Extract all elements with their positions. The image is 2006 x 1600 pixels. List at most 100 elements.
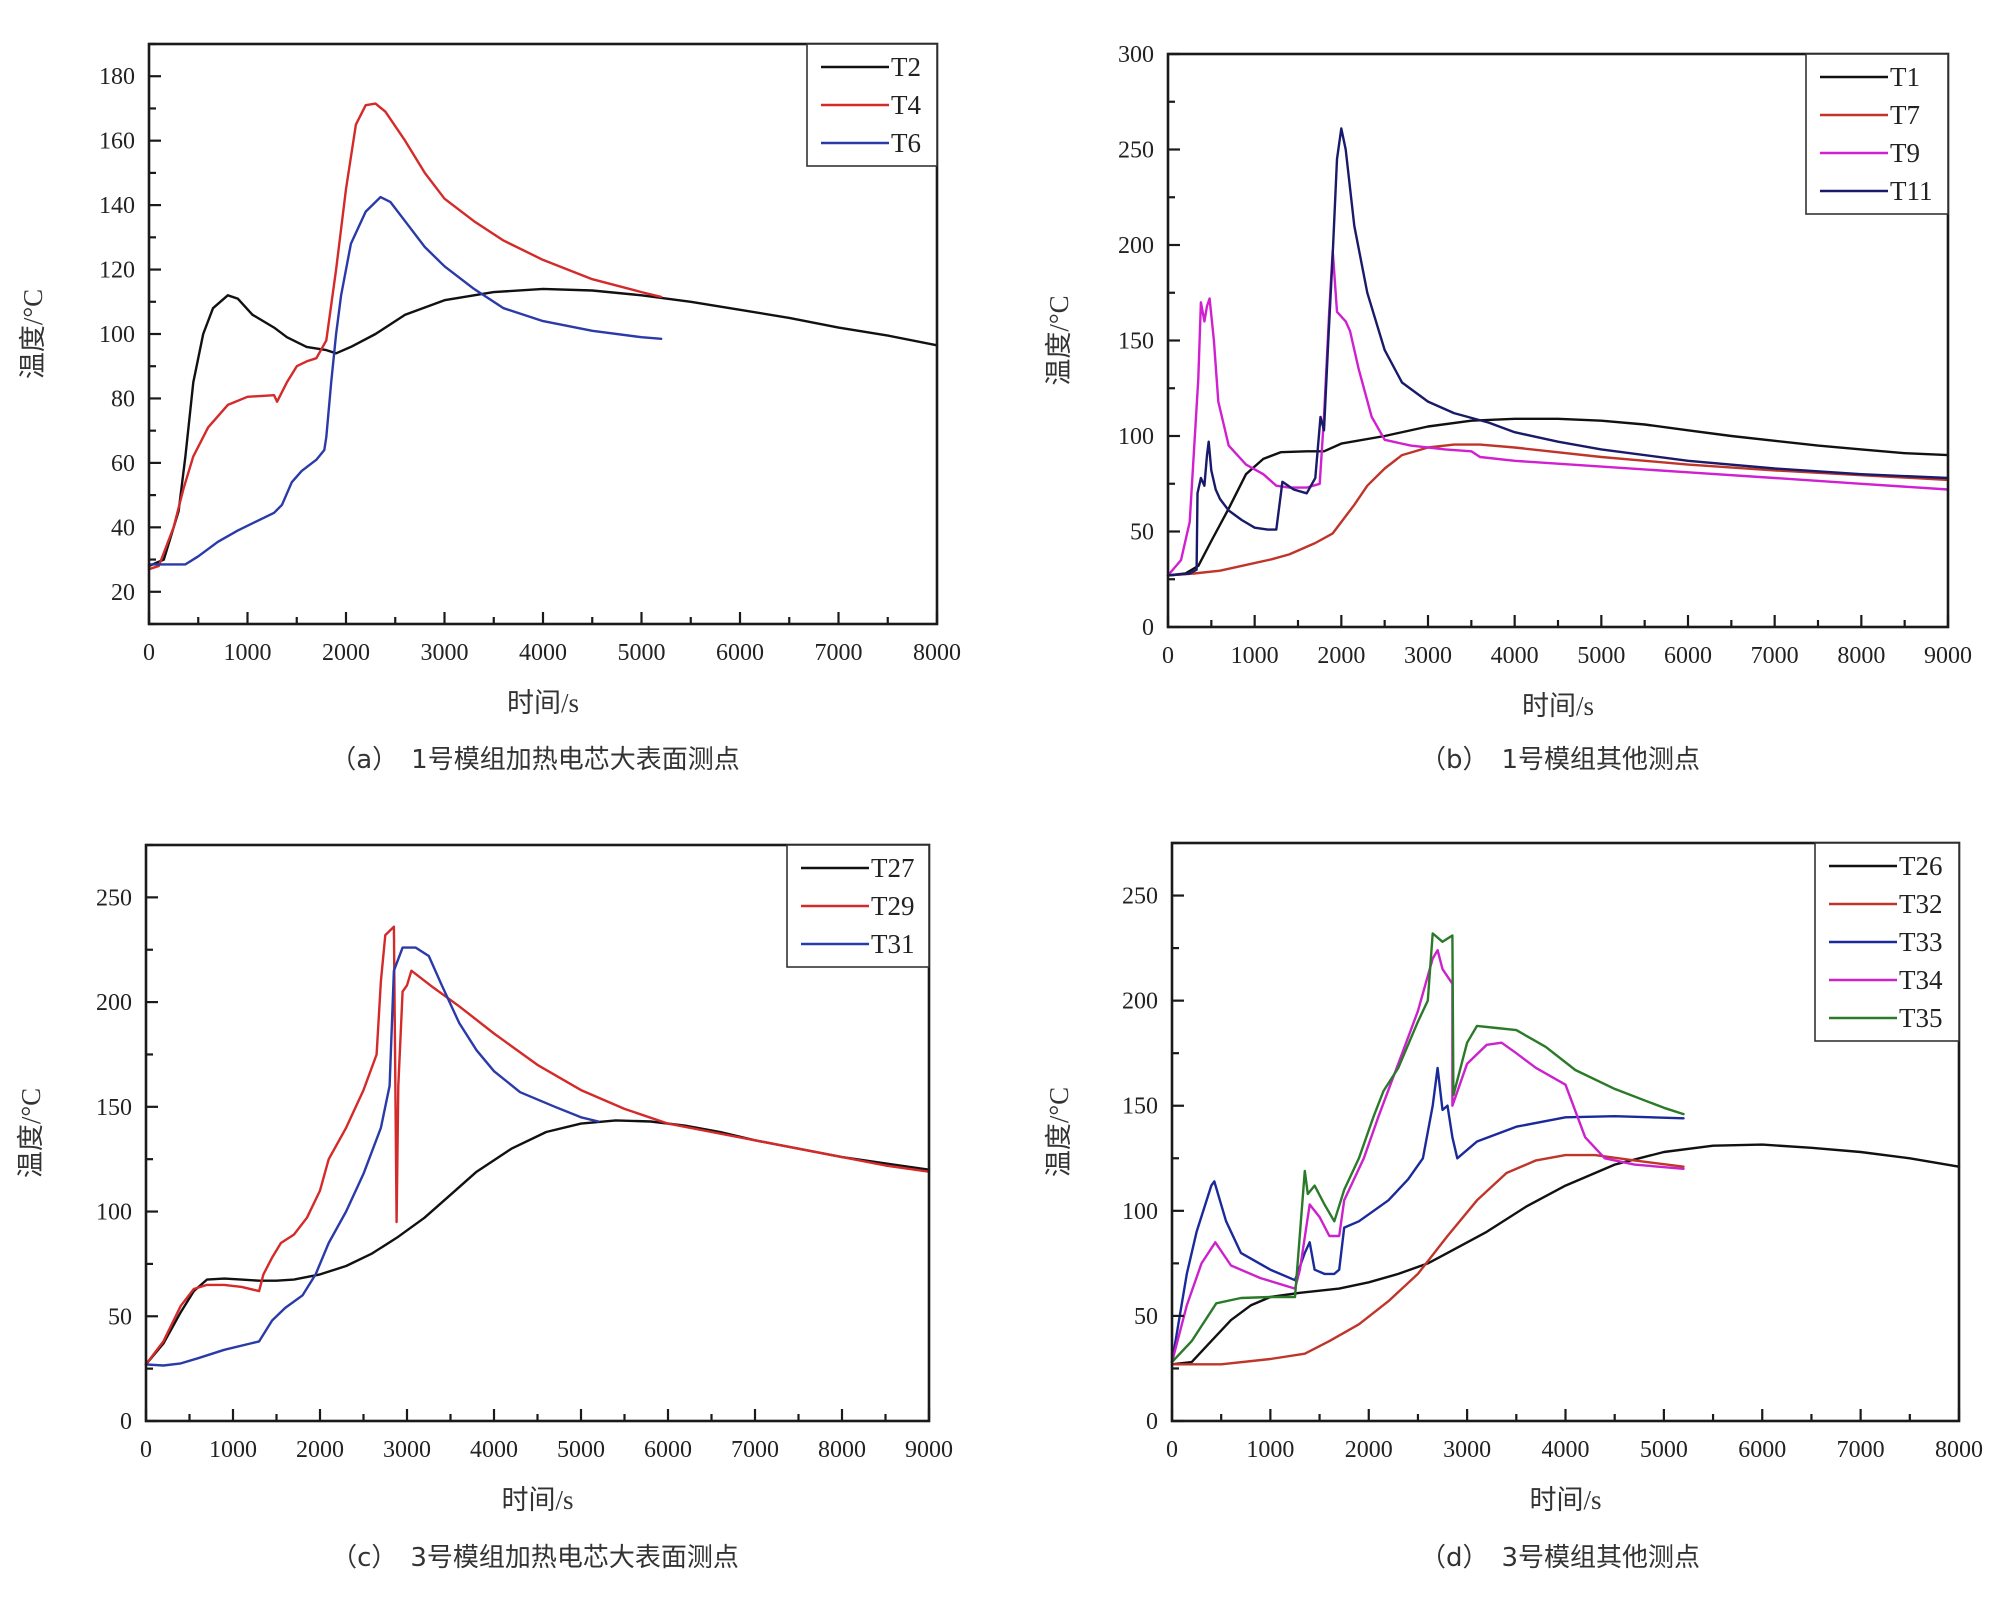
figure-caption: （b） 1号模组其他测点 bbox=[1420, 745, 1700, 775]
legend-item-t31: T31 bbox=[801, 929, 915, 959]
x-tick-label: 4000 bbox=[1542, 1437, 1590, 1463]
x-tick-label: 0 bbox=[1166, 1437, 1178, 1463]
x-tick-label: 0 bbox=[143, 640, 155, 666]
x-tick-label: 9000 bbox=[1924, 643, 1972, 669]
legend-item-t26: T26 bbox=[1829, 851, 1943, 881]
series-line-t11 bbox=[1166, 127, 1950, 577]
x-axis-title: 时间/s bbox=[507, 688, 579, 718]
legend-label: T6 bbox=[891, 128, 921, 158]
series-group bbox=[1170, 932, 1961, 1366]
y-tick-label: 300 bbox=[1118, 42, 1154, 68]
y-tick-label: 100 bbox=[99, 322, 135, 348]
legend: T2 T4 T6 bbox=[806, 43, 938, 167]
legend-label: T11 bbox=[1890, 176, 1933, 206]
y-tick-label: 200 bbox=[1122, 989, 1158, 1015]
legend: T27 T29 T31 bbox=[786, 844, 930, 968]
y-tick-label: 100 bbox=[96, 1200, 132, 1226]
x-tick-label: 3000 bbox=[1404, 643, 1452, 669]
x-tick-label: 1000 bbox=[1246, 1437, 1294, 1463]
series-line-t31 bbox=[144, 946, 600, 1367]
series-line-t29 bbox=[144, 925, 931, 1366]
legend-label: T27 bbox=[871, 853, 915, 883]
legend-item-t6: T6 bbox=[821, 128, 921, 158]
x-tick-label: 4000 bbox=[470, 1437, 518, 1463]
chart-a: 0 1000 2000 3000 4000 5000 6000 7000 8000 20 40 60 8… bbox=[18, 42, 961, 775]
y-axis-title: 温度/°C bbox=[1044, 1087, 1074, 1177]
y-tick-label: 150 bbox=[1118, 329, 1154, 355]
x-tick-label: 5000 bbox=[618, 640, 666, 666]
x-axis-title: 时间/s bbox=[501, 1485, 573, 1515]
legend-item-t29: T29 bbox=[801, 891, 915, 921]
x-tick-label: 7000 bbox=[1751, 643, 1799, 669]
x-tick-label: 8000 bbox=[913, 640, 961, 666]
x-tick-label: 8000 bbox=[818, 1437, 866, 1463]
series-line-t7 bbox=[1166, 443, 1950, 577]
y-tick-label: 250 bbox=[1118, 138, 1154, 164]
y-tick-label: 40 bbox=[111, 515, 135, 541]
x-tick-label: 3000 bbox=[1443, 1437, 1491, 1463]
y-tick-label: 150 bbox=[96, 1095, 132, 1121]
legend-item-t11: T11 bbox=[1820, 176, 1933, 206]
y-tick-label: 140 bbox=[99, 193, 135, 219]
x-tick-label: 6000 bbox=[716, 640, 764, 666]
x-tick-label: 3000 bbox=[383, 1437, 431, 1463]
y-tick-label: 80 bbox=[111, 386, 135, 412]
y-tick-label: 120 bbox=[99, 258, 135, 284]
legend-item-t9: T9 bbox=[1820, 138, 1920, 168]
legend-label: T29 bbox=[871, 891, 915, 921]
y-tick-label: 180 bbox=[99, 64, 135, 90]
series-line-t34 bbox=[1170, 949, 1685, 1364]
x-tick-label: 3000 bbox=[421, 640, 469, 666]
legend: T26 T32 T33 T34 T35 bbox=[1814, 842, 1960, 1042]
x-tick-label: 1000 bbox=[209, 1437, 257, 1463]
legend-item-t7: T7 bbox=[1820, 100, 1920, 130]
x-tick-label: 5000 bbox=[1640, 1437, 1688, 1463]
x-tick-label: 2000 bbox=[322, 640, 370, 666]
x-tick-label: 2000 bbox=[1345, 1437, 1393, 1463]
legend-item-t33: T33 bbox=[1829, 927, 1943, 957]
x-tick-label: 5000 bbox=[1577, 643, 1625, 669]
legend-label: T26 bbox=[1899, 851, 1943, 881]
legend-item-t1: T1 bbox=[1820, 62, 1920, 92]
legend-label: T31 bbox=[871, 929, 915, 959]
series-line-t9 bbox=[1166, 249, 1950, 577]
series-line-t26 bbox=[1170, 1143, 1961, 1366]
series-line-t4 bbox=[147, 102, 663, 571]
y-tick-label: 50 bbox=[1130, 520, 1154, 546]
y-axis-title: 温度/°C bbox=[16, 1088, 46, 1178]
x-tick-label: 7000 bbox=[731, 1437, 779, 1463]
y-tick-label: 250 bbox=[96, 885, 132, 911]
series-line-t27 bbox=[144, 1119, 931, 1366]
legend-item-t35: T35 bbox=[1829, 1003, 1943, 1033]
x-tick-label: 6000 bbox=[1738, 1437, 1786, 1463]
y-tick-label: 200 bbox=[1118, 233, 1154, 259]
y-tick-label: 100 bbox=[1118, 424, 1154, 450]
x-axis-title: 时间/s bbox=[1522, 691, 1594, 721]
y-tick-label: 50 bbox=[1134, 1304, 1158, 1330]
y-tick-label: 150 bbox=[1122, 1094, 1158, 1120]
x-tick-label: 5000 bbox=[557, 1437, 605, 1463]
x-tick-label: 4000 bbox=[1491, 643, 1539, 669]
y-tick-label: 0 bbox=[1146, 1409, 1158, 1435]
legend-label: T7 bbox=[1890, 100, 1920, 130]
figure-caption: （a） 1号模组加热电芯大表面测点 bbox=[330, 745, 739, 775]
legend-item-t2: T2 bbox=[821, 52, 921, 82]
y-tick-label: 250 bbox=[1122, 884, 1158, 910]
y-tick-label: 100 bbox=[1122, 1199, 1158, 1225]
legend-label: T1 bbox=[1890, 62, 1920, 92]
x-tick-label: 7000 bbox=[1837, 1437, 1885, 1463]
chart-d: 0 1000 2000 3000 4000 5000 6000 7000 8000 0 50 100 1… bbox=[1044, 841, 1983, 1573]
legend-label: T34 bbox=[1899, 965, 1943, 995]
y-tick-label: 160 bbox=[99, 129, 135, 155]
y-tick-label: 0 bbox=[120, 1409, 132, 1435]
legend-label: T32 bbox=[1899, 889, 1943, 919]
x-tick-label: 1000 bbox=[1231, 643, 1279, 669]
x-tick-label: 0 bbox=[140, 1437, 152, 1463]
x-tick-label: 6000 bbox=[644, 1437, 692, 1463]
figure-caption: （d） 3号模组其他测点 bbox=[1420, 1543, 1700, 1573]
figure-caption: （c） 3号模组加热电芯大表面测点 bbox=[331, 1543, 739, 1573]
y-axis-title: 温度/°C bbox=[1044, 295, 1074, 385]
x-tick-label: 0 bbox=[1162, 643, 1174, 669]
x-tick-label: 4000 bbox=[519, 640, 567, 666]
